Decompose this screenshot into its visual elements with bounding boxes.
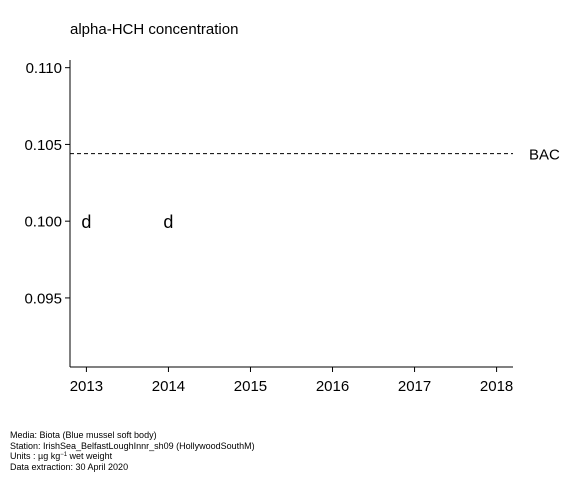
x-tick-label: 2016 [316, 378, 349, 395]
footer-media: Media: Biota (Blue mussel soft body) [10, 430, 157, 440]
y-axis-ticks: 0.095 0.100 0.105 0.110 [24, 60, 70, 307]
x-axis-ticks: 2013 2014 2015 2016 2017 2018 [70, 367, 513, 395]
x-tick-label: 2014 [152, 378, 185, 395]
x-tick-label: 2015 [234, 378, 267, 395]
x-tick-label: 2018 [480, 378, 513, 395]
chart-title: alpha-HCH concentration [70, 21, 238, 38]
footer-station: Station: IrishSea_BelfastLoughInnr_sh09 … [10, 440, 255, 451]
footer-units: Units : µg kg−1 wet weight [10, 451, 255, 462]
reference-lines: BAC [70, 147, 560, 164]
data-point-marker: d [81, 212, 91, 232]
y-tick-label: 0.100 [24, 214, 62, 231]
footer-extraction: Data extraction: 30 April 2020 [10, 461, 129, 472]
y-tick-label: 0.105 [24, 137, 62, 154]
y-tick-label: 0.110 [26, 60, 62, 77]
chart-footer: Media: Biota (Blue mussel soft body) Sta… [10, 430, 255, 472]
footer-units-prefix: Units : µg kg [10, 451, 61, 461]
chart: alpha-HCH concentration 0.0950.1000.1050… [24, 21, 560, 395]
data-point-marker: d [163, 212, 173, 232]
footer-units-exponent: −1 [60, 452, 68, 458]
x-tick-label: 2013 [70, 378, 103, 395]
footer-units-suffix: wet weight [67, 451, 113, 461]
x-tick-label: 2017 [398, 378, 431, 395]
bac-reference-label: BAC [529, 147, 560, 164]
y-tick-label: 0.095 [24, 290, 62, 307]
